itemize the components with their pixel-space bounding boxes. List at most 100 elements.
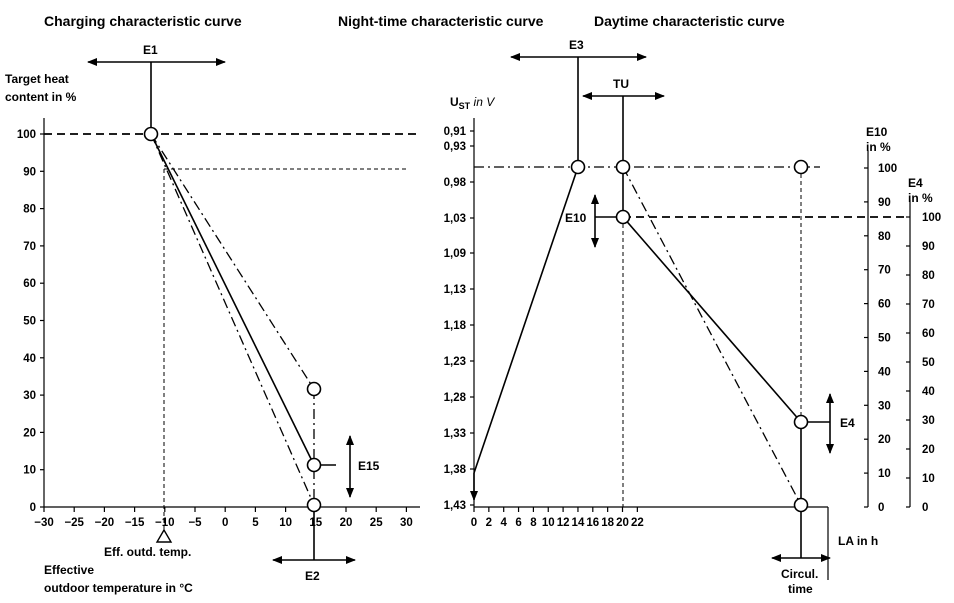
v-tick-label: 1,03 — [444, 213, 466, 225]
e4-label: E4 — [840, 416, 855, 430]
left-y-tick-label: 100 — [17, 129, 36, 141]
lower-end-point — [306, 497, 322, 513]
h-tick-label: 14 — [572, 517, 585, 529]
h-tick-label: 6 — [515, 517, 521, 529]
e4-axis-ticks: 0 10 20 30 40 50 60 70 80 90 100 — [906, 212, 941, 514]
left-x-title-1: Effective — [44, 563, 94, 577]
left-y-tick-label: 50 — [23, 316, 36, 328]
left-y-title-2: content in % — [5, 90, 77, 104]
e10-tick-label: 60 — [878, 299, 891, 311]
left-y-tick-label: 30 — [23, 390, 36, 402]
v-tick-label: 1,33 — [444, 428, 466, 440]
left-x-tick-label: −10 — [155, 517, 175, 529]
h-tick-label: 8 — [530, 517, 537, 529]
e4-tick-label: 10 — [922, 473, 935, 485]
left-x-tick-label: 5 — [252, 517, 259, 529]
e10-tick-label: 10 — [878, 468, 891, 480]
v-tick-label: 1,43 — [444, 500, 466, 512]
e10-label: E10 — [565, 211, 587, 225]
solid-end-point — [306, 457, 322, 473]
v-tick-label: 0,93 — [444, 141, 466, 153]
left-x-tick-label: 20 — [340, 517, 353, 529]
left-x-tick-label: −15 — [125, 517, 145, 529]
solid-curve — [150, 133, 315, 466]
e4-tick-label: 0 — [922, 502, 928, 514]
v-tick-label: 1,28 — [444, 392, 467, 404]
h-tick-label: 16 — [586, 517, 599, 529]
e4-tick-label: 20 — [922, 444, 935, 456]
tu-point — [615, 159, 631, 175]
e4-tick-label: 30 — [922, 415, 935, 427]
e10-axis-ticks: 0 10 20 30 40 50 60 70 80 90 100 — [864, 163, 897, 514]
e4-tick-label: 80 — [922, 270, 935, 282]
e10-tick-label: 70 — [878, 265, 891, 277]
h-tick-label: 10 — [542, 517, 555, 529]
tu-label: TU — [613, 77, 629, 91]
e4-tick-label: 90 — [922, 241, 935, 253]
ust-axis-title: UST in V — [450, 95, 495, 111]
left-x-tick-label: −20 — [95, 517, 115, 529]
left-y-ticks: 0 10 20 30 40 50 60 70 80 90 100 — [17, 129, 44, 514]
e4-axis-title-1: E4 — [908, 176, 923, 190]
e2-label: E2 — [305, 569, 320, 583]
e4-tick-label: 70 — [922, 299, 935, 311]
left-x-tick-label: −25 — [64, 517, 84, 529]
h-tick-label: 18 — [601, 517, 614, 529]
v-tick-label: 1,18 — [444, 320, 467, 332]
v-tick-label: 1,09 — [444, 248, 466, 260]
left-x-tick-label: 0 — [222, 517, 228, 529]
e1-point — [143, 126, 159, 142]
left-x-tick-label: 30 — [400, 517, 413, 529]
left-y-tick-label: 90 — [23, 166, 36, 178]
h-tick-label: 0 — [471, 517, 477, 529]
right-v-ticks: 0,91 0,93 0,98 1,03 1,09 1,13 1,18 1,23 1,28 1,33… — [444, 126, 474, 512]
e10-tick-label: 90 — [878, 197, 891, 209]
left-x-tick-label: 10 — [279, 517, 292, 529]
charging-chart: Target heat content in % 010203040506070… — [5, 43, 420, 595]
e10-tick-label: 0 — [878, 502, 884, 514]
v-tick-label: 1,38 — [444, 464, 467, 476]
la-label: LA in h — [838, 534, 878, 548]
e10-tick-label: 100 — [878, 163, 897, 175]
left-y-tick-label: 70 — [23, 241, 36, 253]
e4-tick-label: 40 — [922, 386, 935, 398]
left-x-tick-label: 25 — [370, 517, 383, 529]
e10-tick-label: 30 — [878, 400, 891, 412]
right-h-ticks: 0 2 4 6 8 10 12 14 16 18 20 22 — [471, 507, 644, 529]
left-y-tick-label: 40 — [23, 353, 36, 365]
left-y-tick-label: 80 — [23, 204, 36, 216]
e4-tick-label: 60 — [922, 328, 935, 340]
e4-axis-title-2: in % — [908, 191, 933, 205]
left-x-ticks: −30 −25 −20 −15 −10 −5 0 5 10 15 20 25 30 — [34, 507, 413, 529]
circ-label-2: time — [788, 582, 813, 596]
h-tick-label: 4 — [500, 517, 507, 529]
upper-dashdot-curve — [150, 133, 315, 390]
e4-tick-label: 100 — [922, 212, 941, 224]
e10-axis-title-2: in % — [866, 140, 891, 154]
left-y-tick-label: 60 — [23, 278, 36, 290]
e10-tick-label: 80 — [878, 231, 891, 243]
eff-temp-triangle-icon — [155, 528, 173, 543]
h-tick-label: 20 — [616, 517, 629, 529]
e3-point — [570, 159, 586, 175]
upper-end-point — [306, 381, 322, 397]
left-x-tick-label: 15 — [309, 517, 322, 529]
e10-point — [615, 209, 631, 225]
night-day-chart: UST in V 0,91 0,93 0,98 1,03 1,09 1,13 1,18 1,2… — [444, 38, 942, 596]
h-tick-label: 12 — [557, 517, 570, 529]
v-tick-label: 0,98 — [444, 177, 467, 189]
lower-dashdot-curve — [150, 133, 315, 506]
e4-tick-label: 50 — [922, 357, 935, 369]
h-tick-label: 22 — [631, 517, 644, 529]
e10-tick-label: 40 — [878, 366, 891, 378]
circ-label-1: Circul. — [781, 567, 818, 581]
title-day: Daytime characteristic curve — [594, 13, 785, 29]
day-end-point — [793, 497, 809, 513]
left-y-tick-label: 0 — [30, 502, 36, 514]
left-x-tick-label: −30 — [34, 517, 54, 529]
left-y-tick-label: 20 — [23, 427, 36, 439]
v-tick-label: 1,23 — [444, 356, 466, 368]
left-y-tick-label: 10 — [23, 465, 36, 477]
v-tick-label: 1,13 — [444, 284, 466, 296]
